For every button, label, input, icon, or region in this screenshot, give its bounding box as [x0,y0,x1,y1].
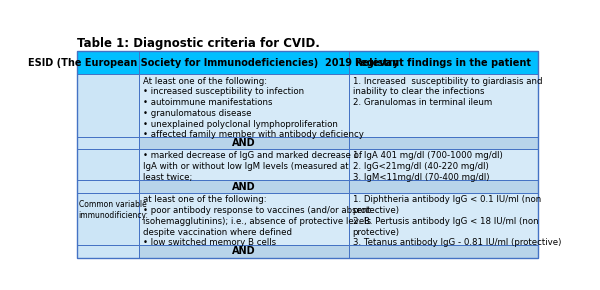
Bar [139,137,349,149]
Bar [349,193,538,245]
Bar [139,149,349,180]
Bar [77,245,139,258]
Text: AND: AND [232,182,256,192]
Bar [77,74,139,137]
Bar [77,149,139,180]
Text: Table 1: Diagnostic criteria for CVID.: Table 1: Diagnostic criteria for CVID. [77,37,320,50]
Text: 1. IgA 401 mg/dl (700-1000 mg/dl)
2. IgG<21mg/dl (40-220 mg/dl)
3. IgM<11mg/dl (: 1. IgA 401 mg/dl (700-1000 mg/dl) 2. IgG… [353,151,502,182]
Text: • marked decrease of IgG and marked decrease of
IgA with or without low IgM leve: • marked decrease of IgG and marked decr… [143,151,362,182]
Bar [77,137,139,149]
Text: At least one of the following:
• increased susceptibility to infection
• autoimm: At least one of the following: • increas… [143,77,364,139]
Bar [349,245,538,258]
Bar [349,137,538,149]
Text: ESID (The European Society for Immunodeficiencies)  2019 registry: ESID (The European Society for Immunodef… [28,58,398,68]
Text: 1. Diphtheria antibody IgG < 0.1 IU/ml (non
protective)
2. B. Pertusis antibody : 1. Diphtheria antibody IgG < 0.1 IU/ml (… [353,195,561,247]
Text: Relevant findings in the patient: Relevant findings in the patient [355,58,532,68]
Bar [349,74,538,137]
Bar [139,180,349,193]
Text: 1. Increased  susceptibility to giardiasis and
inability to clear the infections: 1. Increased susceptibility to giardiasi… [353,77,542,107]
Bar [77,193,139,245]
Bar [77,180,139,193]
Text: AND: AND [232,138,256,148]
Text: Common variable
immunodificiency:: Common variable immunodificiency: [79,200,149,220]
Bar [139,245,349,258]
Bar [139,51,349,74]
Bar [139,74,349,137]
Bar [139,193,349,245]
Bar [77,51,139,74]
Bar [349,51,538,74]
Text: at least one of the following:
• poor antibody response to vaccines (and/or abse: at least one of the following: • poor an… [143,195,371,247]
Bar [349,180,538,193]
Text: AND: AND [232,246,256,256]
Bar [349,149,538,180]
